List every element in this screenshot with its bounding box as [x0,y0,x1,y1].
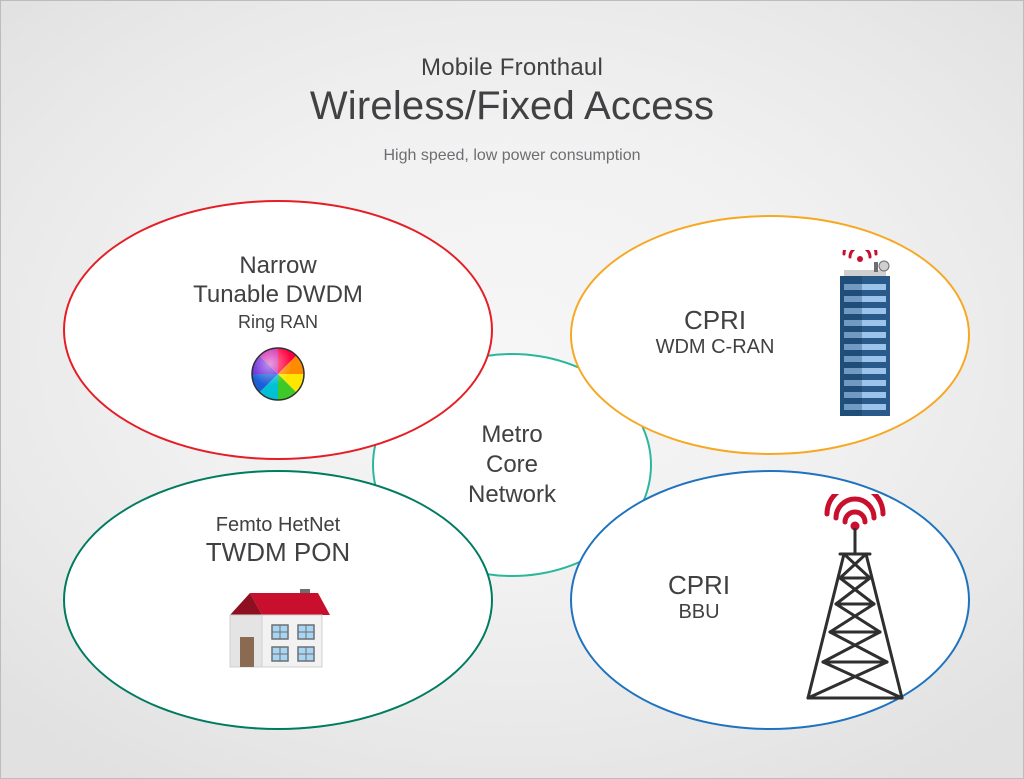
br-line-1: CPRI [634,570,764,601]
building-icon [826,250,904,422]
node-center-label: Metro Core Network [468,420,556,510]
tr-line-1: CPRI [630,305,800,336]
center-line-2: Core [468,450,556,480]
node-cpri-wdm-cran: CPRI WDM C-RAN [570,215,970,455]
tr-subline: WDM C-RAN [630,336,800,359]
node-femto-twdm-pon: Femto HetNet TWDM PON [63,470,493,730]
house-icon [222,585,334,673]
tl-line-1: Narrow [193,252,363,281]
header-line1: Mobile Fronthaul [0,54,1024,82]
br-subline: BBU [634,601,764,624]
node-bl-label: Femto HetNet TWDM PON [206,513,350,568]
node-cpri-bbu: CPRI BBU [570,470,970,730]
node-br-label: CPRI BBU [634,570,764,624]
bl-line-bold: TWDM PON [206,537,350,568]
color-wheel-icon [250,346,306,402]
diagram-stage: Mobile Fronthaul Wireless/Fixed Access H… [0,0,1024,779]
node-tr-label: CPRI WDM C-RAN [630,305,800,359]
tower-icon [790,494,920,702]
center-line-1: Metro [468,420,556,450]
header: Mobile Fronthaul Wireless/Fixed Access H… [0,54,1024,165]
node-narrow-dwdm: Narrow Tunable DWDM Ring RAN [63,200,493,460]
tl-subline: Ring RAN [193,312,363,334]
header-subtitle: High speed, low power consumption [0,147,1024,165]
bl-line-light: Femto HetNet [206,513,350,537]
tl-line-2: Tunable DWDM [193,281,363,310]
node-tl-label: Narrow Tunable DWDM Ring RAN [193,252,363,333]
header-line2: Wireless/Fixed Access [0,84,1024,129]
center-line-3: Network [468,480,556,510]
